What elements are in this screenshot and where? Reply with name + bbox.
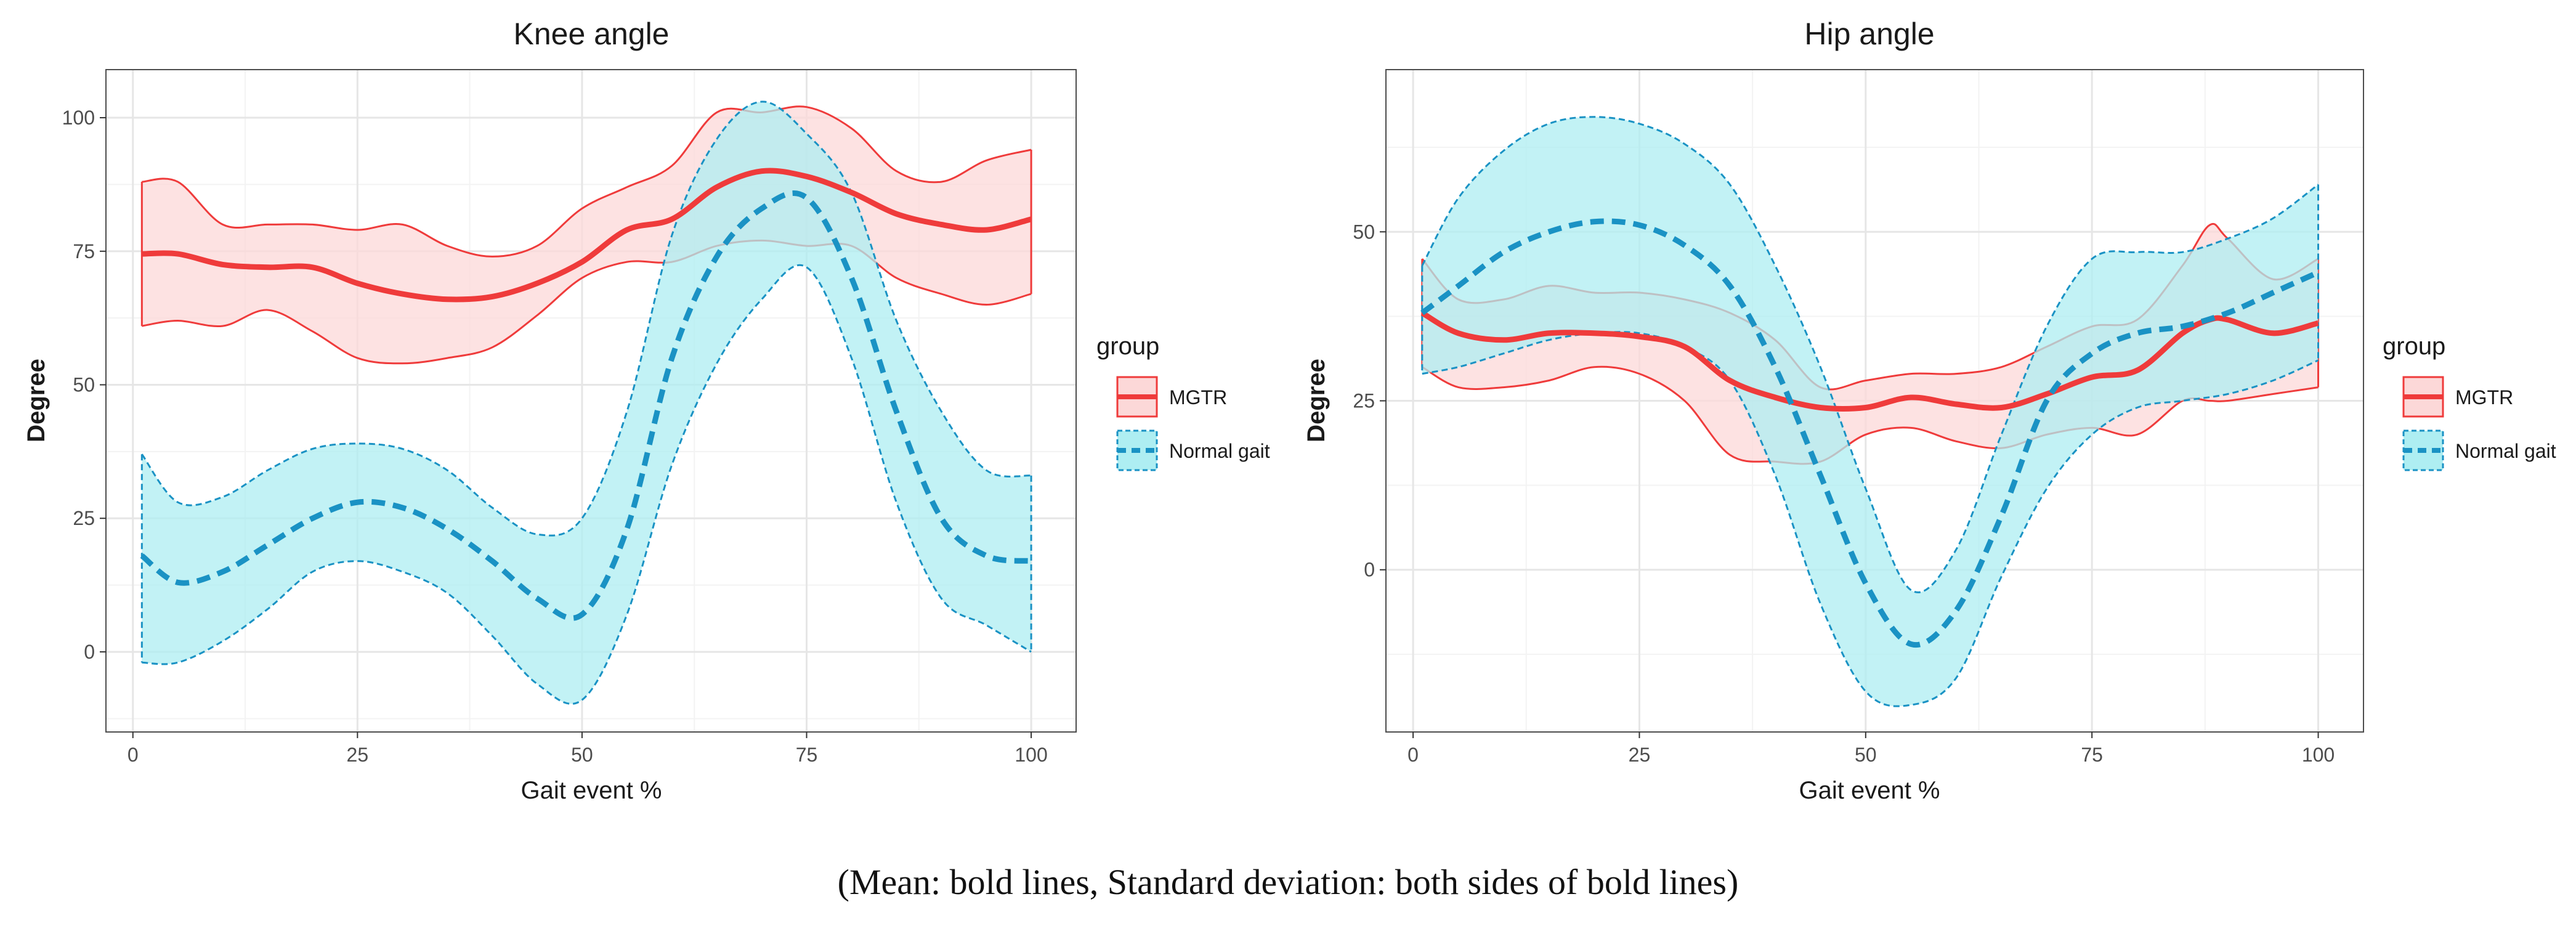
knee-y-ticks: 0 25 50 75 100 [62,107,106,663]
hip-y-ticks: 0 25 50 [1353,221,1386,581]
knee-x-ticks: 0 25 50 75 100 [128,732,1048,766]
hip-x-ticks: 0 25 50 75 100 [1407,732,2335,766]
hip-normal-mean-line [1420,218,2320,648]
hip-y-tick-label: 0 [1364,559,1375,581]
knee-x-tick-label: 0 [128,744,139,766]
hip-mean-lines [1420,218,2320,648]
knee-sd-bands [140,100,1032,705]
knee-legend: group MGTR Normal gait [1096,333,1270,471]
hip-x-axis-title: Gait event % [1799,777,1940,804]
hip-legend-label-normal: Normal gait [2455,440,2556,462]
knee-mean-lines [140,168,1032,621]
knee-x-tick-label: 75 [796,744,818,766]
knee-y-tick-label: 25 [73,507,95,529]
knee-x-tick-label: 100 [1015,744,1047,766]
knee-legend-label-normal: Normal gait [1169,440,1270,462]
knee-y-tick-label: 100 [62,107,95,129]
knee-x-tick-label: 25 [347,744,369,766]
knee-mgtr-upper-sd-line [142,105,1032,258]
hip-sd-bands [1421,116,2320,707]
knee-y-tick-label: 50 [73,373,95,396]
knee-x-tick-label: 50 [571,744,593,766]
knee-normal-lower-sd-line [142,264,1032,705]
knee-y-tick-label: 0 [84,641,95,663]
hip-x-tick-label: 75 [2081,744,2103,766]
knee-x-axis-title: Gait event % [520,777,662,804]
hip-chart-title: Hip angle [1804,17,1934,51]
figure-caption: (Mean: bold lines, Standard deviation: b… [837,862,1739,902]
knee-normal-sd-band [142,101,1032,704]
knee-chart-title: Knee angle [513,17,669,51]
knee-angle-panel: Knee angle 0 25 50 75 100 0 25 50 75 100 Gait ev… [23,17,1077,804]
knee-y-tick-label: 75 [73,240,95,262]
knee-legend-label-mgtr: MGTR [1169,386,1227,409]
hip-normal-sd-band [1422,116,2319,707]
hip-legend-title: group [2383,333,2445,360]
knee-mgtr-lower-sd-line [142,239,1032,365]
knee-legend-title: group [1096,333,1159,360]
knee-y-axis-title: Degree [23,359,50,442]
hip-y-tick-label: 25 [1353,390,1375,412]
hip-legend-label-mgtr: MGTR [2455,386,2513,409]
hip-legend: group MGTR Normal gait [2383,333,2556,471]
hip-y-tick-label: 50 [1353,221,1375,243]
hip-x-tick-label: 100 [2302,744,2335,766]
knee-mgtr-mean-line [142,168,1032,303]
hip-x-tick-label: 50 [1855,744,1877,766]
knee-panel-border [105,69,1077,733]
hip-normal-upper-sd-line [1421,116,2319,593]
hip-x-tick-label: 0 [1407,744,1419,766]
hip-x-tick-label: 25 [1629,744,1651,766]
hip-y-axis-title: Degree [1303,359,1330,442]
knee-normal-upper-sd-line [141,100,1032,537]
